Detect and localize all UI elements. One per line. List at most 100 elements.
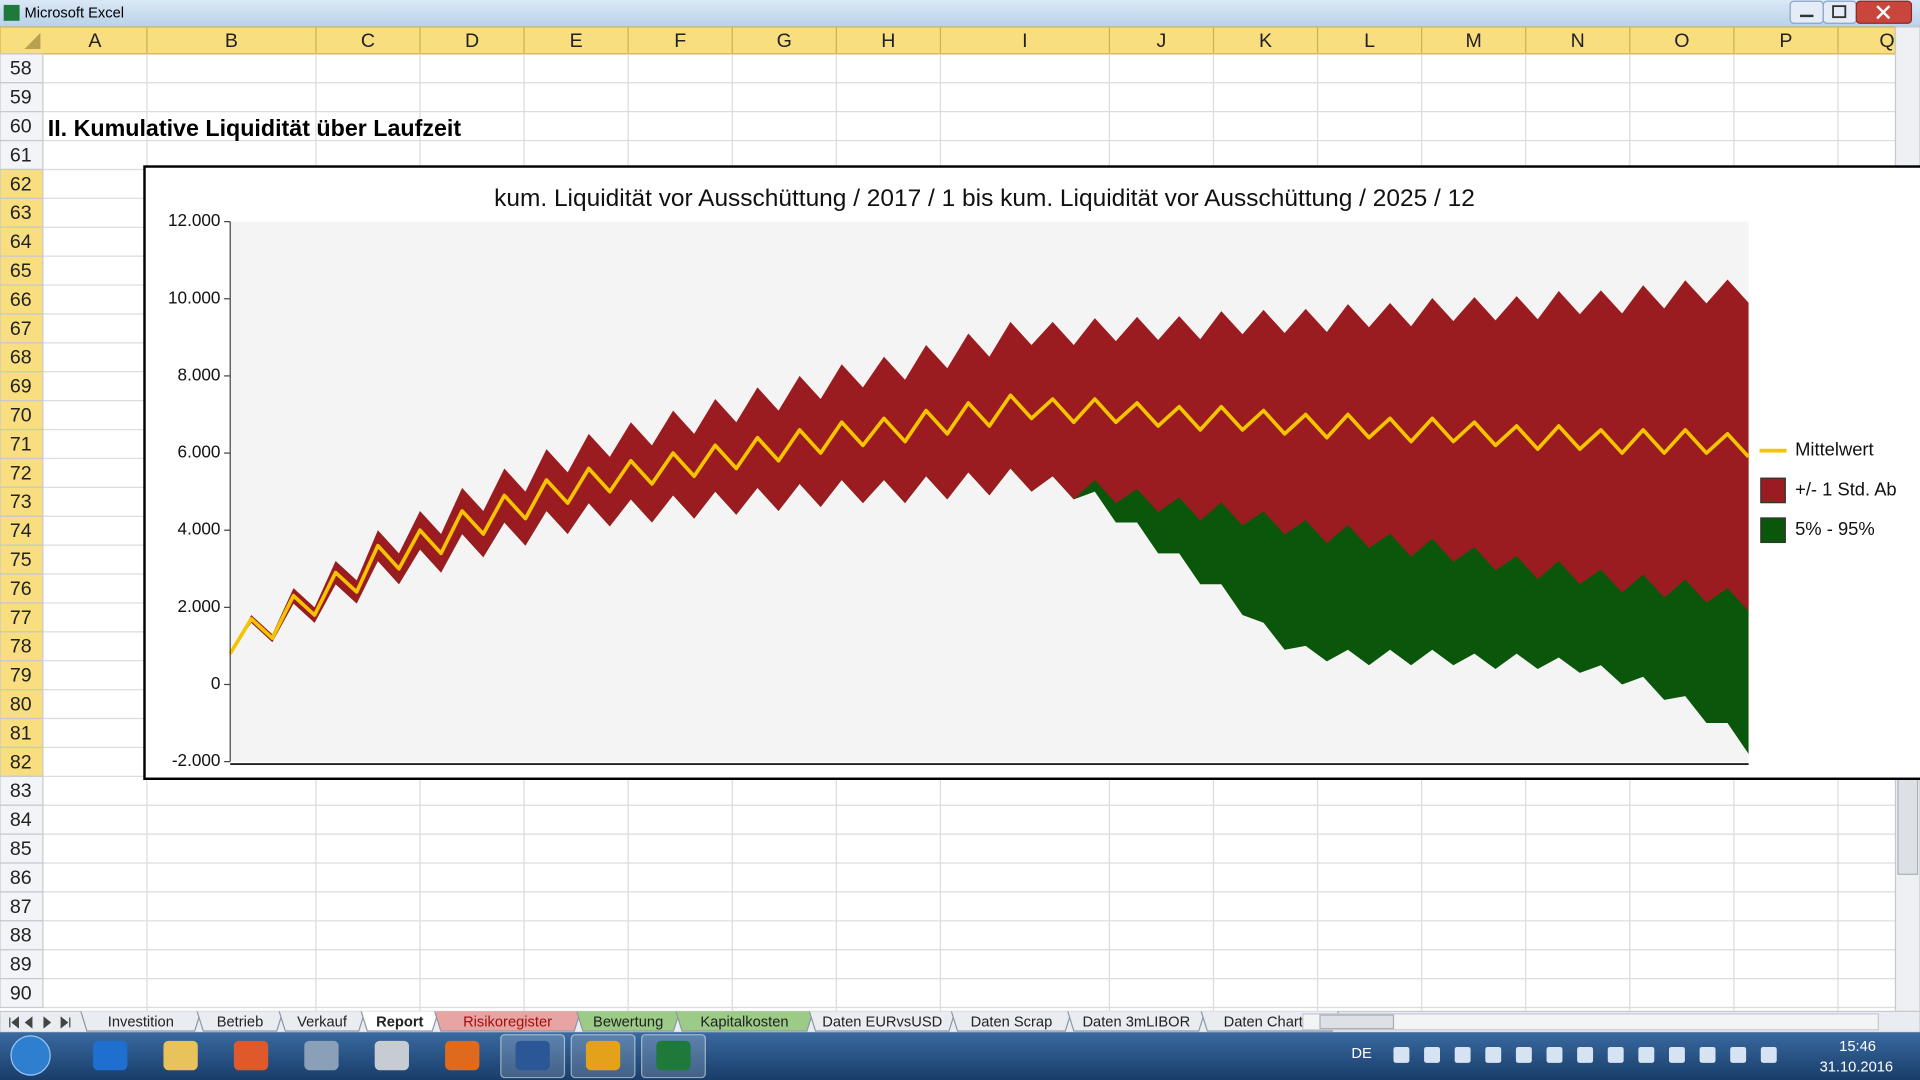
row-header xyxy=(0,284,44,315)
taskbar-icon[interactable] xyxy=(445,1040,480,1071)
legend-swatch xyxy=(1760,517,1786,544)
column-letter: N xyxy=(1571,30,1585,52)
column-letter: H xyxy=(881,30,895,52)
row-header xyxy=(0,457,44,488)
h-scroll-thumb[interactable] xyxy=(1319,1014,1395,1030)
legend-label: +/- 1 Std. Ab xyxy=(1795,478,1897,499)
tab-nav-button[interactable] xyxy=(9,1016,19,1029)
row-number: 90 xyxy=(10,982,32,1004)
column-header-bar xyxy=(0,26,1897,55)
sheet-tab-label: Kapitalkosten xyxy=(700,1014,788,1030)
row-number: 73 xyxy=(10,491,32,513)
sheet-tab[interactable] xyxy=(434,1011,581,1032)
tray-language: DE xyxy=(1351,1046,1372,1062)
start-button[interactable] xyxy=(10,1035,51,1076)
row-number: 75 xyxy=(10,549,32,571)
column-letter: M xyxy=(1466,30,1482,52)
row-number: 61 xyxy=(10,144,32,166)
tray-icon[interactable] xyxy=(1393,1046,1410,1063)
h-scrollbar[interactable] xyxy=(1302,1013,1879,1031)
window-title: Microsoft Excel xyxy=(24,5,124,21)
sheet-tab[interactable] xyxy=(950,1011,1073,1032)
row-header xyxy=(0,255,44,286)
column-letter: E xyxy=(570,30,583,52)
column-letter: J xyxy=(1157,30,1167,52)
sheet-tab-label: Verkauf xyxy=(297,1014,348,1030)
row-header xyxy=(0,746,44,777)
sheet-tab-label: Report xyxy=(376,1014,423,1030)
sheet-tab[interactable] xyxy=(808,1011,956,1032)
column-letter: Q xyxy=(1879,30,1894,52)
taskbar-icon[interactable] xyxy=(515,1040,550,1071)
restore-button[interactable] xyxy=(1822,0,1857,24)
row-number: 82 xyxy=(10,751,32,773)
row-number: 86 xyxy=(10,867,32,889)
taskbar: DE 15:46 31.10.2016 xyxy=(0,1032,1920,1080)
taskbar-icon[interactable] xyxy=(374,1040,409,1071)
column-letter: I xyxy=(1022,30,1027,52)
taskbar-icon[interactable] xyxy=(163,1040,198,1071)
mean-line xyxy=(228,393,1750,655)
y-tick-label: 0 xyxy=(211,673,221,693)
y-tick-label: 6.000 xyxy=(178,442,221,462)
tray-icon[interactable] xyxy=(1607,1046,1624,1063)
row-number: 63 xyxy=(10,202,32,224)
tray-icon[interactable] xyxy=(1424,1046,1440,1063)
chart-title: kum. Liquidität vor Ausschüttung / 2017 … xyxy=(494,185,1475,212)
tray-icon[interactable] xyxy=(1577,1046,1594,1063)
taskbar-icon[interactable] xyxy=(656,1040,691,1071)
row-number: 72 xyxy=(10,462,32,484)
column-letter: O xyxy=(1674,30,1689,52)
tab-nav-button[interactable] xyxy=(24,1016,33,1029)
title-bar xyxy=(0,0,1920,27)
column-letter: G xyxy=(777,30,792,52)
column-letter: B xyxy=(225,30,238,52)
taskbar-icon[interactable] xyxy=(233,1040,269,1071)
y-tick-label: 12.000 xyxy=(168,210,220,230)
row-header xyxy=(0,804,44,835)
row-number: 83 xyxy=(10,780,32,802)
sheet-tab[interactable] xyxy=(360,1011,439,1032)
row-number: 70 xyxy=(10,404,32,426)
y-tick-label: 4.000 xyxy=(178,519,221,539)
tab-nav-button[interactable] xyxy=(43,1016,52,1029)
row-header xyxy=(0,775,44,806)
row-number: 68 xyxy=(10,347,32,369)
sheet-tab[interactable] xyxy=(278,1011,366,1032)
minimize-button[interactable] xyxy=(1789,0,1824,24)
tray-icon[interactable] xyxy=(1668,1046,1685,1063)
taskbar-icon[interactable] xyxy=(304,1040,339,1071)
column-letter: L xyxy=(1364,30,1375,52)
row-header xyxy=(0,139,44,171)
row-number: 62 xyxy=(10,173,32,195)
sheet-tab[interactable] xyxy=(675,1011,814,1032)
tray-time: 15:46 xyxy=(1839,1039,1876,1055)
tray-icon[interactable] xyxy=(1730,1046,1747,1063)
tray-icon[interactable] xyxy=(1760,1046,1777,1063)
sheet-tab[interactable] xyxy=(576,1011,681,1032)
row-number: 64 xyxy=(10,231,32,253)
tray-icon[interactable] xyxy=(1515,1046,1532,1063)
tray-icon[interactable] xyxy=(1485,1046,1502,1063)
sheet-tab[interactable] xyxy=(1067,1011,1206,1032)
row-number: 69 xyxy=(10,376,32,398)
tray-icon[interactable] xyxy=(1454,1046,1471,1063)
sheet-tab[interactable] xyxy=(196,1011,284,1032)
row-header xyxy=(0,82,44,113)
sheet-tab[interactable] xyxy=(80,1011,202,1032)
tray-icon[interactable] xyxy=(1638,1046,1655,1063)
row-header xyxy=(0,978,44,1009)
sheet-tab-label: Risikoregister xyxy=(463,1014,552,1030)
column-letter: D xyxy=(465,30,479,52)
row-number: 60 xyxy=(10,116,32,138)
column-letter: P xyxy=(1779,30,1792,52)
row-number: 87 xyxy=(10,896,32,918)
tab-nav-button[interactable] xyxy=(60,1016,71,1029)
taskbar-icon[interactable] xyxy=(93,1040,128,1071)
tray-icon[interactable] xyxy=(1699,1046,1716,1063)
std-band xyxy=(230,279,1749,654)
taskbar-icon[interactable] xyxy=(585,1040,621,1071)
tray-date: 31.10.2016 xyxy=(1820,1060,1894,1076)
tray-icon[interactable] xyxy=(1546,1046,1563,1063)
